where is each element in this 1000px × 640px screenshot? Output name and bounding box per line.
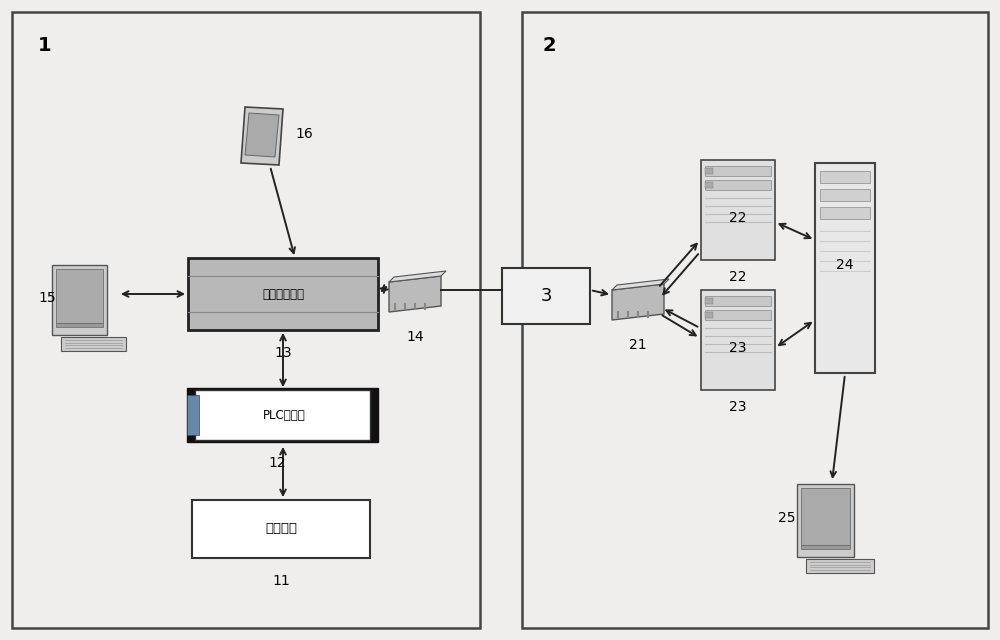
Text: 15: 15 [38,291,56,305]
Bar [705,168,713,174]
Bar [797,484,854,557]
Polygon shape [612,284,664,320]
Polygon shape [389,271,446,282]
Bar [56,323,103,327]
Bar [61,337,126,351]
Bar [820,189,870,201]
Bar [705,310,771,320]
Polygon shape [241,107,283,165]
Bar [187,395,199,435]
Text: 3: 3 [540,287,552,305]
Text: PLC控制器: PLC控制器 [263,408,305,422]
Polygon shape [245,113,279,157]
Text: 11: 11 [272,574,290,588]
Bar [705,182,713,188]
Bar [705,180,771,190]
Bar [806,559,874,573]
Text: 13: 13 [274,346,292,360]
Bar [192,500,370,558]
Bar [705,298,713,304]
Text: 25: 25 [778,511,795,525]
Bar [705,312,713,318]
Text: 16: 16 [295,127,313,141]
Polygon shape [389,276,441,312]
Bar [502,268,590,324]
Text: 制氧设备: 制氧设备 [265,522,297,536]
Bar [705,166,771,176]
Bar [188,258,378,330]
Bar [820,171,870,183]
Polygon shape [612,279,669,290]
Text: 12: 12 [268,456,286,470]
Bar [705,296,771,306]
Bar [820,207,870,219]
Bar [815,163,875,373]
Bar [522,12,988,628]
Bar [701,290,775,390]
Bar [56,269,103,323]
Bar [195,390,370,440]
Text: 23: 23 [729,400,747,414]
Text: 1: 1 [38,36,52,55]
Text: 2: 2 [542,36,556,55]
Bar [801,545,850,549]
Text: 22: 22 [729,211,747,225]
Text: 14: 14 [406,330,424,344]
Text: 23: 23 [729,341,747,355]
Bar [52,265,107,335]
Text: 22: 22 [729,270,747,284]
Text: 21: 21 [629,338,647,352]
Text: 远程控制终端: 远程控制终端 [262,287,304,301]
Text: 24: 24 [836,258,854,272]
Bar [12,12,480,628]
Bar [801,488,850,545]
Bar [187,388,378,442]
Bar [701,160,775,260]
